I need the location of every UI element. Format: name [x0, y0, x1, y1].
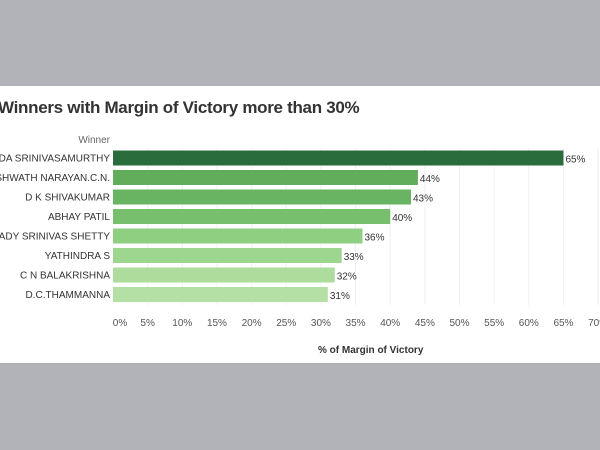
data-label: 33% [344, 252, 364, 263]
x-tick-label: 15% [207, 318, 227, 329]
x-tick-label: 70% [588, 318, 600, 329]
x-tick-label: 60% [519, 318, 539, 329]
data-label: 31% [330, 291, 350, 302]
bar [113, 170, 418, 185]
bar [113, 228, 363, 244]
bar [113, 209, 391, 224]
bar [113, 267, 335, 283]
bar [113, 150, 564, 166]
x-tick-label: 0% [113, 318, 128, 329]
x-tick-label: 55% [484, 318, 504, 329]
x-tick-label: 20% [242, 318, 262, 329]
bar [113, 189, 411, 205]
x-tick-label: 35% [346, 318, 366, 329]
data-label: 32% [337, 272, 357, 283]
y-axis-title: Winner [78, 135, 110, 146]
x-tick-label: 65% [553, 318, 573, 329]
category-label: C N BALAKRISHNA [20, 271, 110, 282]
data-label: 40% [392, 213, 412, 224]
data-label: 36% [364, 233, 384, 244]
bar [113, 248, 342, 263]
x-tick-label: 5% [140, 318, 155, 329]
x-tick-label: 40% [380, 318, 400, 329]
x-axis-title: % of Margin of Victory [318, 345, 424, 356]
chart-panel [0, 86, 600, 363]
category-label: L. AKHANDA SRINIVASAMURTHY [0, 154, 110, 165]
x-tick-label: 50% [449, 318, 469, 329]
data-label: 44% [420, 174, 440, 185]
x-tick-label: 25% [276, 318, 296, 329]
data-label: 65% [565, 155, 585, 166]
category-label: D K SHIVAKUMAR [25, 193, 110, 204]
category-label: D.C.THAMMANNA [26, 290, 111, 301]
bar [113, 287, 328, 302]
x-tick-label: 30% [311, 318, 331, 329]
category-label: YATHINDRA S [45, 251, 111, 262]
category-label: DR. ASHWATH NARAYAN.C.N. [0, 173, 110, 184]
chart-title: Winners with Margin of Victory more than… [0, 98, 360, 117]
category-label: ABHAY PATIL [48, 212, 110, 223]
data-label: 43% [413, 194, 433, 205]
category-label: HALADY SRINIVAS SHETTY [0, 232, 110, 243]
x-tick-label: 10% [172, 318, 192, 329]
x-tick-label: 45% [415, 318, 435, 329]
